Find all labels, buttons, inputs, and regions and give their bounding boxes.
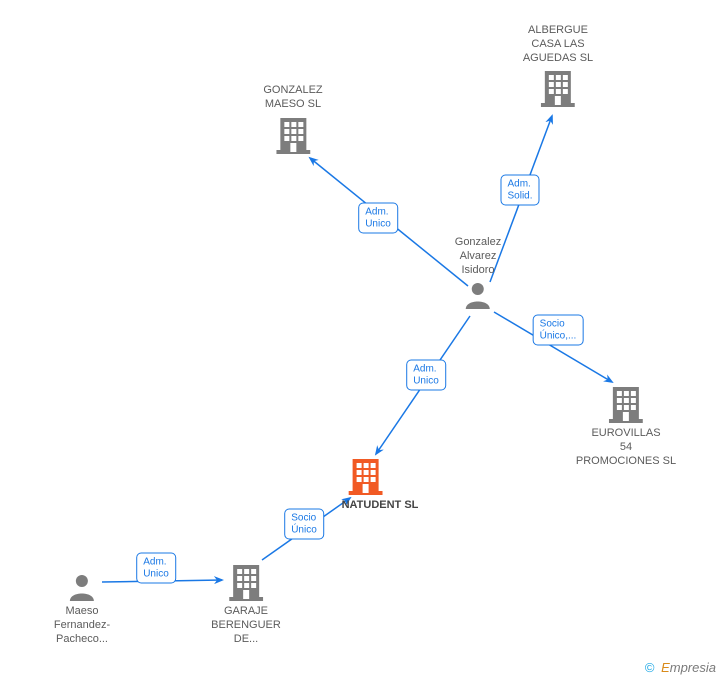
node-label: Maeso Fernandez- Pacheco... [54, 605, 110, 646]
node-gonzalez_alvarez[interactable]: Gonzalez Alvarez Isidoro [455, 236, 501, 309]
node-label: NATUDENT SL [342, 499, 419, 513]
node-maeso_fernandez[interactable]: Maeso Fernandez- Pacheco... [54, 573, 110, 646]
building-icon [314, 457, 419, 495]
edge-label: Socio Único,... [533, 315, 584, 346]
edge-label: Adm. Solid. [500, 175, 539, 206]
edge-label: Adm. Unico [406, 360, 446, 391]
node-label: ALBERGUE CASA LAS AGUEDAS SL [523, 24, 593, 65]
node-label: Gonzalez Alvarez Isidoro [455, 236, 501, 277]
building-icon [523, 69, 593, 107]
node-natudent[interactable]: NATUDENT SL [314, 457, 419, 513]
node-label: GARAJE BERENGUER DE... [211, 605, 281, 646]
node-eurovillas[interactable]: EUROVILLAS 54 PROMOCIONES SL [576, 385, 676, 468]
edge-label: Adm. Unico [358, 203, 398, 234]
node-gonzalez_maeso[interactable]: GONZALEZ MAESO SL [263, 84, 322, 154]
brand-first-letter: E [661, 660, 670, 675]
node-albergue[interactable]: ALBERGUE CASA LAS AGUEDAS SL [523, 24, 593, 107]
node-label: EUROVILLAS 54 PROMOCIONES SL [576, 427, 676, 468]
brand-rest: mpresia [670, 660, 716, 675]
diagram-canvas: GONZALEZ MAESO SL ALBERGUE CASA LAS AGUE… [0, 0, 728, 685]
person-icon [455, 281, 501, 309]
edge-label: Adm. Unico [136, 553, 176, 584]
person-icon [54, 573, 110, 601]
copyright-symbol: © [645, 660, 655, 675]
edge-label: Socio Único [284, 509, 324, 540]
building-icon [263, 116, 322, 154]
building-icon [576, 385, 676, 423]
node-garaje[interactable]: GARAJE BERENGUER DE... [211, 563, 281, 646]
watermark: © Empresia [645, 660, 716, 675]
building-icon [211, 563, 281, 601]
node-label: GONZALEZ MAESO SL [263, 84, 322, 112]
